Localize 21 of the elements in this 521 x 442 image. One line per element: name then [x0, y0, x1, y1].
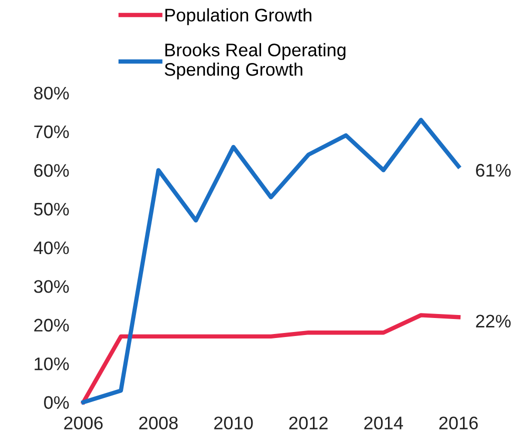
y-tick-label: 80% — [34, 86, 69, 100]
x-tick-label: 2016 — [439, 416, 478, 430]
annotation: 61% — [476, 164, 511, 177]
y-tick-label: 20% — [34, 318, 69, 332]
y-tick-label: 10% — [34, 357, 69, 370]
x-tick-label: 2008 — [139, 416, 178, 430]
x-tick-label: 2012 — [289, 416, 328, 430]
line-series — [81, 313, 461, 404]
x-tick-label: 2010 — [214, 416, 253, 430]
x-tick-label: 2014 — [364, 416, 404, 430]
y-tick-label: 30% — [34, 280, 69, 293]
y-tick-label: 70% — [34, 125, 69, 138]
y-tick-label: 0% — [44, 396, 69, 409]
x-tick-label: 2006 — [64, 416, 103, 430]
y-tick-label: 50% — [34, 202, 69, 216]
y-tick-label: 60% — [34, 164, 69, 177]
annotation: 22% — [476, 314, 511, 328]
y-tick-label: 40% — [34, 241, 69, 254]
line-series — [81, 118, 461, 404]
legend-label: Population Growth — [165, 8, 312, 26]
legend-label: Brooks Real Operating Spending Growth — [164, 43, 346, 80]
